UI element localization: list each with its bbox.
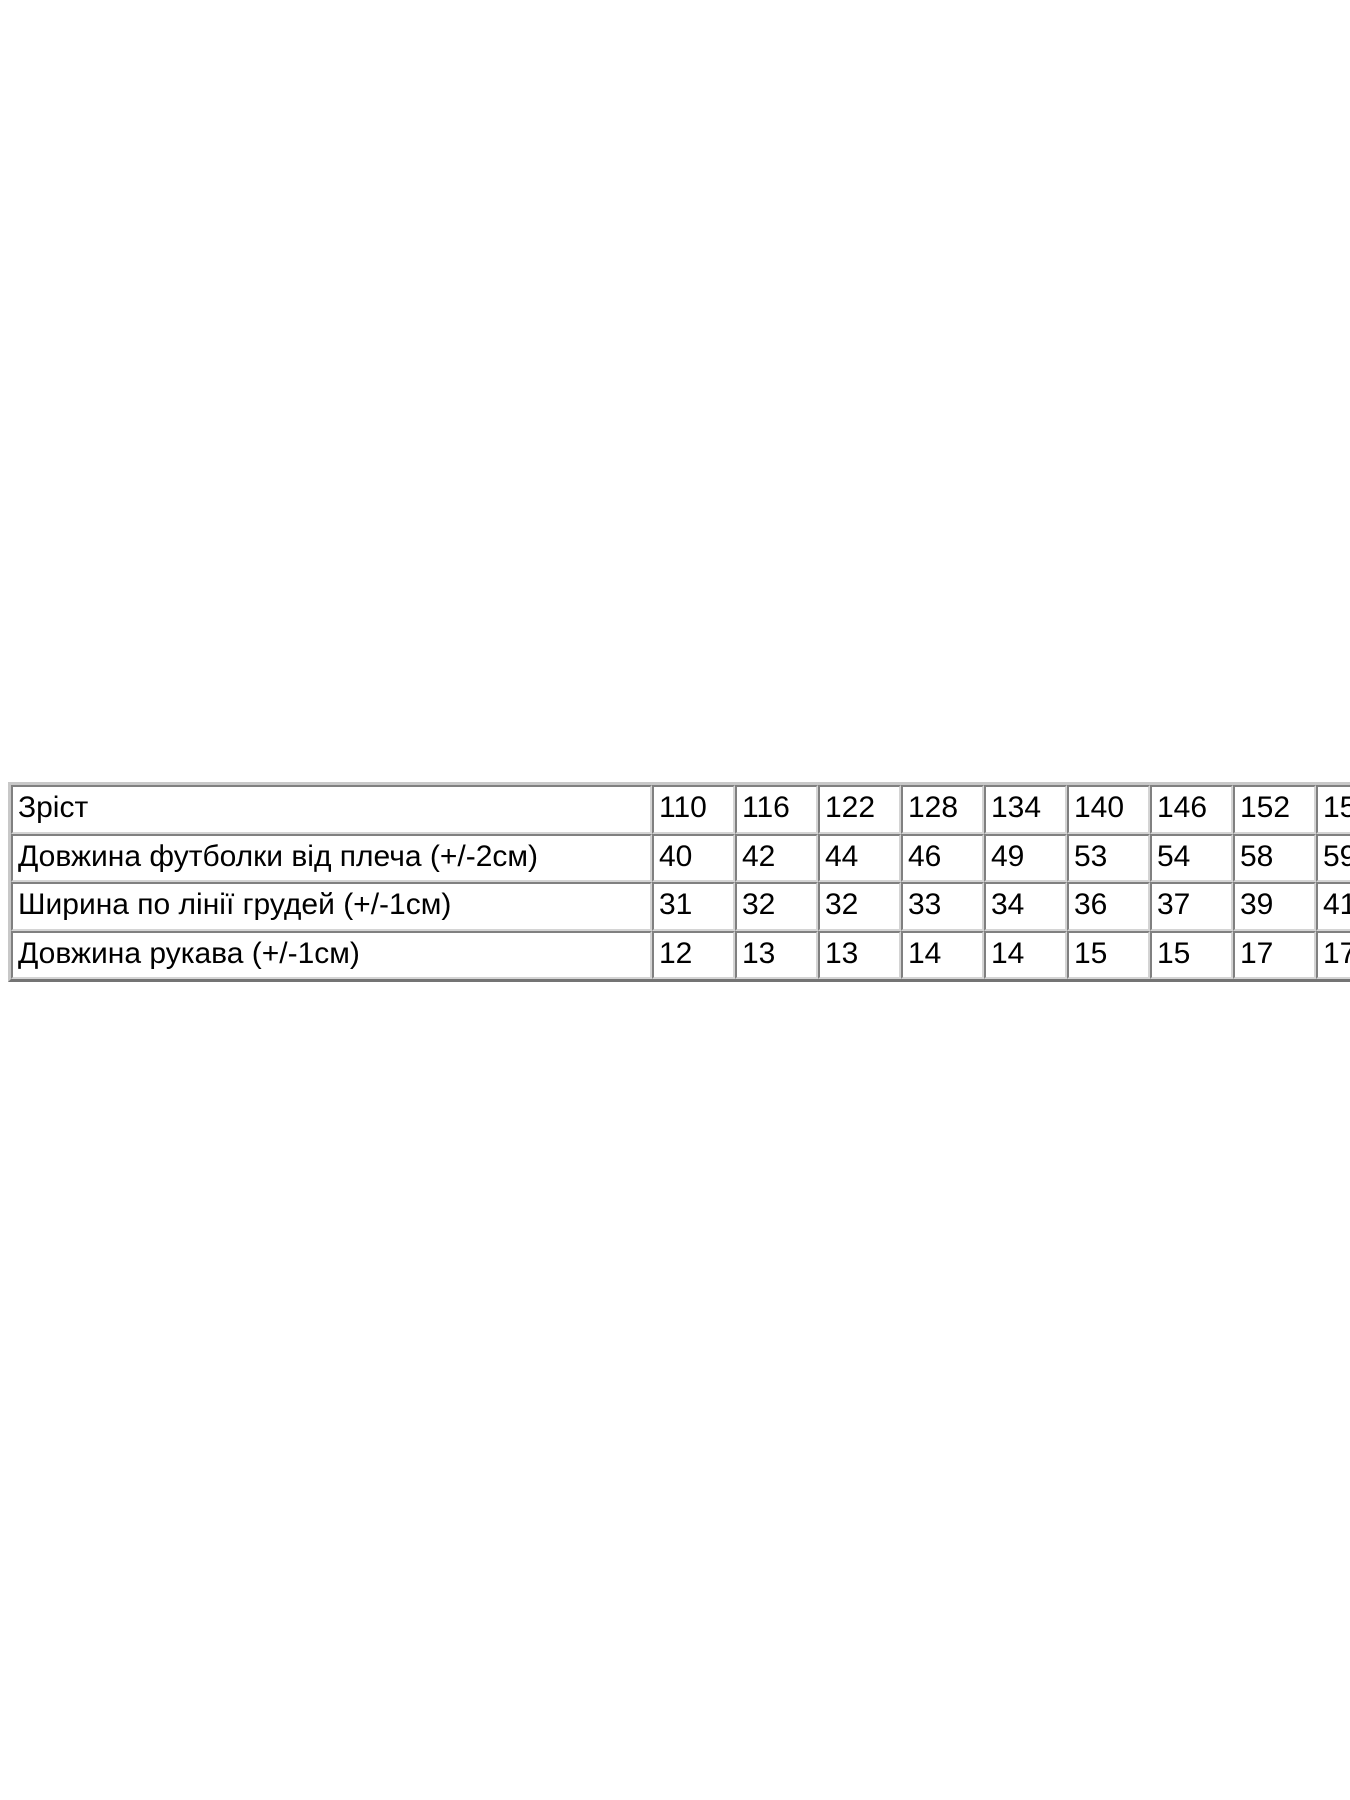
- cell-sleeve-length-152: 17: [1233, 930, 1316, 980]
- row-label-height: Зріст: [11, 785, 652, 834]
- row-label-shirt-length: Довжина футболки від плеча (+/-2см): [11, 833, 652, 883]
- cell-height-134: 134: [984, 785, 1067, 834]
- row-label-chest-width: Ширина по лінії грудей (+/-1см): [11, 882, 652, 931]
- size-chart-table: Зріст 110 116 122 128 134 140 146 152 15…: [8, 782, 1350, 983]
- cell-sleeve-length-134: 14: [984, 930, 1067, 980]
- cell-sleeve-length-140: 15: [1067, 930, 1150, 980]
- table-row: Довжина рукава (+/-1см) 12 13 13 14 14 1…: [11, 930, 1350, 980]
- cell-chest-width-140: 36: [1067, 882, 1150, 931]
- table-row: Довжина футболки від плеча (+/-2см) 40 4…: [11, 833, 1350, 883]
- cell-shirt-length-152: 58: [1233, 833, 1316, 883]
- cell-height-152: 152: [1233, 785, 1316, 834]
- cell-sleeve-length-116: 13: [735, 930, 818, 980]
- cell-height-140: 140: [1067, 785, 1150, 834]
- size-chart-body: Зріст 110 116 122 128 134 140 146 152 15…: [11, 785, 1350, 980]
- cell-chest-width-152: 39: [1233, 882, 1316, 931]
- cell-shirt-length-128: 46: [901, 833, 984, 883]
- cell-shirt-length-158: 59: [1316, 833, 1350, 883]
- cell-shirt-length-134: 49: [984, 833, 1067, 883]
- cell-chest-width-116: 32: [735, 882, 818, 931]
- table-row: Ширина по лінії грудей (+/-1см) 31 32 32…: [11, 882, 1350, 931]
- cell-height-110: 110: [652, 785, 735, 834]
- cell-sleeve-length-110: 12: [652, 930, 735, 980]
- cell-sleeve-length-146: 15: [1150, 930, 1233, 980]
- size-chart-container: Зріст 110 116 122 128 134 140 146 152 15…: [8, 782, 1350, 983]
- cell-height-146: 146: [1150, 785, 1233, 834]
- row-label-sleeve-length: Довжина рукава (+/-1см): [11, 930, 652, 980]
- cell-height-122: 122: [818, 785, 901, 834]
- cell-shirt-length-116: 42: [735, 833, 818, 883]
- cell-chest-width-128: 33: [901, 882, 984, 931]
- cell-chest-width-122: 32: [818, 882, 901, 931]
- cell-chest-width-146: 37: [1150, 882, 1233, 931]
- cell-chest-width-134: 34: [984, 882, 1067, 931]
- cell-height-158: 158: [1316, 785, 1350, 834]
- cell-sleeve-length-128: 14: [901, 930, 984, 980]
- cell-shirt-length-110: 40: [652, 833, 735, 883]
- cell-shirt-length-122: 44: [818, 833, 901, 883]
- cell-shirt-length-140: 53: [1067, 833, 1150, 883]
- cell-sleeve-length-158: 17: [1316, 930, 1350, 980]
- table-row: Зріст 110 116 122 128 134 140 146 152 15…: [11, 785, 1350, 834]
- cell-height-128: 128: [901, 785, 984, 834]
- cell-sleeve-length-122: 13: [818, 930, 901, 980]
- cell-height-116: 116: [735, 785, 818, 834]
- cell-chest-width-158: 41: [1316, 882, 1350, 931]
- cell-chest-width-110: 31: [652, 882, 735, 931]
- cell-shirt-length-146: 54: [1150, 833, 1233, 883]
